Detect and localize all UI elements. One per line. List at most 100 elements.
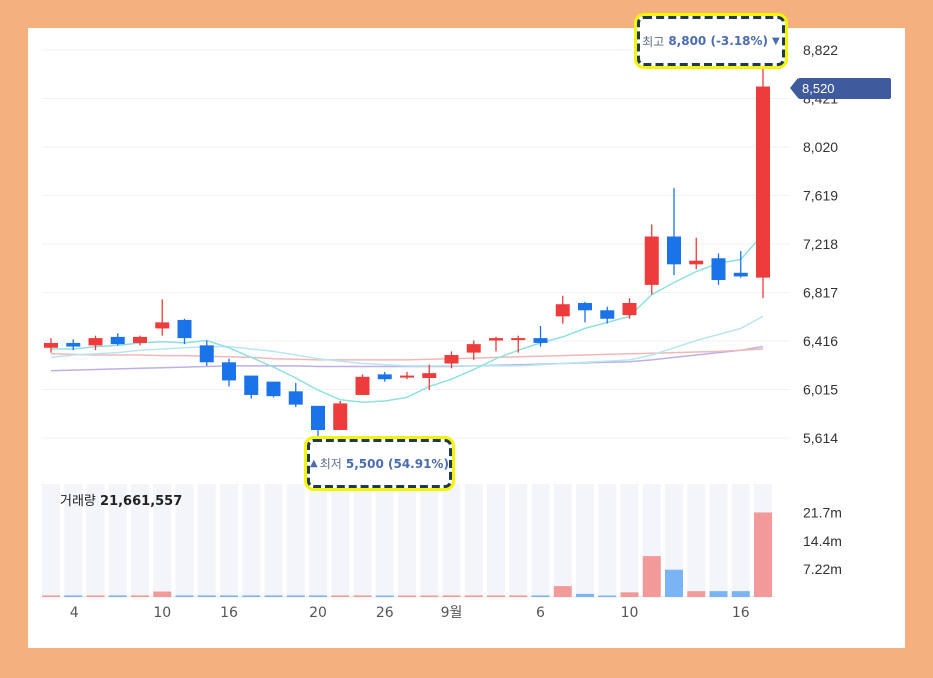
volume-column-bg <box>576 484 594 597</box>
candle-body <box>444 355 459 364</box>
volume-column-bg <box>353 484 372 597</box>
candle-body <box>600 310 615 319</box>
candle-body <box>155 322 170 329</box>
high-label: 최고 <box>642 34 665 49</box>
volume-column-bg <box>487 484 505 597</box>
volume-column-bg <box>175 484 194 597</box>
candle-body <box>333 403 348 431</box>
candle-body <box>644 236 659 285</box>
candle-body <box>533 338 548 343</box>
candle-body <box>711 258 726 281</box>
x-tick-label: 16 <box>220 605 238 621</box>
volume-column-bg <box>442 484 461 597</box>
volume-column-bg <box>42 484 60 597</box>
volume-bar <box>353 595 372 597</box>
x-tick-label: 20 <box>309 605 327 621</box>
volume-column-bg <box>398 484 416 597</box>
volume-bar <box>108 595 127 597</box>
volume-column-bg <box>553 484 572 597</box>
low-price-callout: ▲ 최저 5,500 (54.91%) <box>304 436 455 491</box>
volume-bar <box>175 595 194 597</box>
volume-column-bg <box>86 484 105 597</box>
volume-column-bg <box>665 484 683 597</box>
x-tick-label: 10 <box>621 605 639 621</box>
candle-body <box>355 376 370 395</box>
volume-value: 21,661,557 <box>100 494 183 509</box>
price-tick-label: 6,416 <box>803 333 838 349</box>
volume-bar <box>220 595 238 597</box>
volume-bar <box>86 595 105 597</box>
volume-bar <box>553 586 572 597</box>
volume-bar <box>620 592 639 597</box>
volume-bar <box>509 595 528 597</box>
volume-bar <box>754 512 772 597</box>
candle-body <box>88 338 103 346</box>
volume-column-bg <box>598 484 617 597</box>
candle-body <box>511 338 526 341</box>
x-tick-label: 10 <box>153 605 171 621</box>
volume-title: 거래량 <box>60 494 96 509</box>
candle-body <box>288 391 303 405</box>
volume-bar <box>64 595 83 597</box>
high-price-callout: 최고 8,800 (-3.18%) ▼ <box>634 13 788 69</box>
candle-body <box>266 381 281 397</box>
volume-bar <box>309 595 327 597</box>
volume-bar <box>709 591 728 597</box>
candle-body <box>622 303 637 316</box>
volume-bar <box>131 595 149 597</box>
volume-bar <box>531 595 550 597</box>
ma-short-line <box>51 233 764 403</box>
volume-bar <box>331 595 350 597</box>
candle-body <box>689 260 704 265</box>
price-tick-label: 6,817 <box>803 285 838 301</box>
volume-bar <box>665 569 683 597</box>
candle-body <box>66 342 81 347</box>
volume-column-bg <box>108 484 127 597</box>
price-tick-label: 5,614 <box>803 430 838 446</box>
x-tick-label: 4 <box>70 605 79 621</box>
volume-bar <box>197 595 216 597</box>
ma-mid-line <box>50 315 764 367</box>
volume-bar <box>442 595 461 597</box>
candle-body <box>222 362 236 381</box>
candle-body <box>733 272 748 277</box>
volume-column-bg <box>131 484 149 597</box>
volume-column-bg <box>64 484 83 597</box>
candle-body <box>133 336 147 343</box>
volume-bar <box>264 595 283 597</box>
volume-bar <box>487 595 505 597</box>
candle-body <box>400 375 414 378</box>
volume-bar <box>687 591 706 597</box>
volume-column-bg <box>531 484 550 597</box>
volume-column-bg <box>709 484 728 597</box>
volume-bar <box>375 595 394 597</box>
volume-label: 거래량 21,661,557 <box>60 490 182 509</box>
volume-bar <box>242 595 261 597</box>
candle-body <box>578 303 592 311</box>
volume-tick-label: 7.22m <box>803 561 842 577</box>
volume-bar <box>153 591 172 597</box>
price-tick-label: 6,015 <box>803 382 838 398</box>
current-price-tag: 8,520 <box>790 78 891 99</box>
volume-bar <box>576 593 594 597</box>
high-value: 8,800 (-3.18%) <box>668 34 769 48</box>
low-value: 5,500 (54.91%) <box>345 456 449 471</box>
x-tick-label: 9월 <box>441 605 463 621</box>
volume-bar <box>286 595 305 597</box>
volume-bar <box>398 595 416 597</box>
x-tick-label: 6 <box>536 605 545 621</box>
volume-column-bg <box>420 484 439 597</box>
candle-body <box>667 236 681 265</box>
volume-bar <box>642 556 661 597</box>
up-arrow-icon: ▲ <box>310 458 318 469</box>
volume-tick-label: 14.4m <box>803 533 842 549</box>
price-tick-label: 8,020 <box>803 139 838 155</box>
volume-column-bg <box>286 484 305 597</box>
volume-column-bg <box>620 484 639 597</box>
volume-column-bg <box>731 484 750 597</box>
volume-column-bg <box>242 484 261 597</box>
volume-column-bg <box>220 484 238 597</box>
volume-bar <box>464 595 483 597</box>
ma-longest-line <box>50 345 764 372</box>
